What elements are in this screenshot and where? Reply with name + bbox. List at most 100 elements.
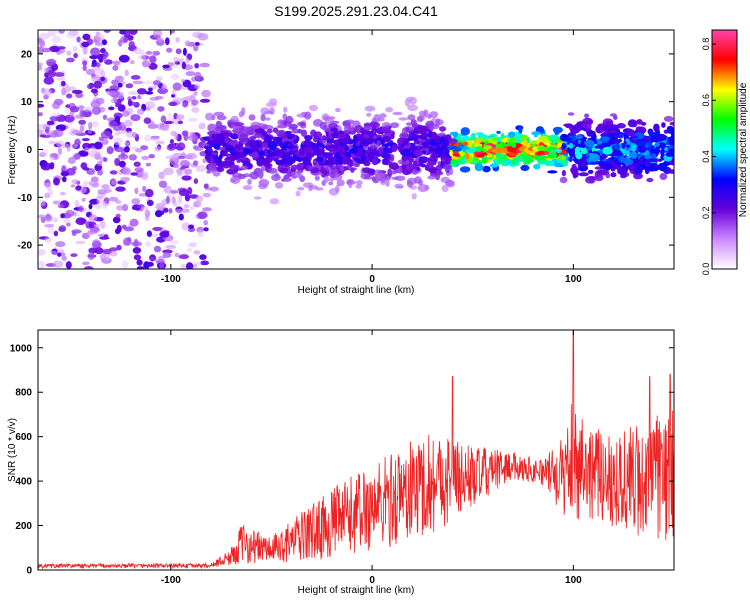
spectrogram-blob — [147, 87, 153, 92]
spectrogram-blob — [660, 148, 665, 157]
spectrogram-blob — [86, 230, 94, 236]
spectrogram-blob — [199, 98, 211, 103]
spectrogram-blob — [102, 51, 109, 58]
spectrogram-blob — [213, 144, 220, 149]
spectrogram-blob — [38, 62, 43, 67]
spectrogram-blob — [651, 152, 657, 159]
spectrogram-blob — [189, 131, 196, 139]
spectrogram-blob — [287, 169, 293, 178]
spectrogram-blob — [177, 120, 184, 125]
spectrogram-blob — [192, 264, 198, 268]
colorbar-tick-label: 0.8 — [701, 38, 711, 51]
spectrogram-blob — [73, 52, 78, 59]
spectrogram-blob — [118, 91, 124, 99]
spectrogram-blob — [382, 136, 392, 141]
spectrogram-blob — [40, 162, 52, 171]
spectrogram-blob — [401, 127, 407, 135]
spectrogram-blob — [71, 89, 83, 94]
colorbar-tick-label: 0.4 — [701, 150, 711, 163]
spectrogram-blob — [407, 104, 418, 112]
spectrogram-blob — [648, 158, 659, 163]
spectrogram-blob — [69, 106, 80, 113]
spectrogram-blob — [585, 176, 594, 184]
spectrogram-blob — [114, 115, 121, 123]
spectrogram-blob — [416, 124, 424, 133]
spectrogram-blob — [659, 173, 668, 180]
spectrogram-blob — [193, 178, 199, 185]
spectrogram-blob — [109, 250, 118, 257]
spectrogram-blob — [74, 138, 81, 147]
spectrogram-blob — [179, 159, 190, 168]
spectrogram-blob — [600, 161, 609, 170]
spectrogram-blob — [103, 197, 110, 205]
spectrogram-blob — [265, 102, 277, 108]
spectrogram-blob — [496, 130, 501, 134]
spectrogram-blob — [102, 56, 108, 62]
spectrogram-blob — [39, 199, 46, 207]
spectrogram-blob — [254, 128, 265, 133]
spectrogram-blob — [90, 47, 101, 56]
spectrogram-blob — [169, 240, 179, 245]
spectrogram-blob — [202, 158, 207, 164]
spectrogram-blob — [82, 33, 91, 41]
spectrogram-blob — [149, 233, 160, 238]
spectrogram-blob — [428, 146, 434, 153]
spectrogram-blob — [97, 169, 103, 176]
spectrogram-blob — [61, 165, 67, 172]
spectrogram-blob — [184, 95, 196, 100]
spectrogram-blob — [312, 148, 319, 156]
spectrogram-blob — [428, 141, 440, 146]
spectrogram-blob — [613, 143, 621, 151]
spectrogram-blob — [267, 140, 277, 150]
spectrogram-blob — [371, 126, 377, 135]
spectrogram-blob — [584, 140, 595, 146]
spectrogram-blob — [651, 148, 661, 154]
spectrogram-blob — [168, 101, 178, 107]
spectrogram-blob — [230, 179, 236, 183]
spectrogram-blob — [178, 213, 184, 221]
spectrogram-blob — [137, 108, 145, 115]
spectrogram-blob — [143, 117, 152, 124]
spectrogram-blob — [38, 103, 45, 108]
spectrogram-blob — [665, 152, 674, 157]
spectrogram-blob — [328, 181, 334, 186]
spectrogram-blob — [211, 134, 217, 140]
spectrogram-blob — [356, 133, 361, 138]
spectrogram-blob — [406, 180, 413, 188]
spectrogram-blob — [145, 91, 154, 95]
spectrogram-blob — [145, 188, 154, 198]
spectrogram-blob — [572, 170, 578, 179]
spectrogram-blob — [237, 174, 246, 180]
spectrogram-blob — [57, 204, 65, 209]
spectrogram-blob — [606, 129, 617, 134]
spectrogram-blob — [94, 203, 102, 209]
spectrogram-blob — [58, 30, 65, 34]
spectrogram-blob — [170, 153, 180, 160]
spectrogram-blob — [328, 123, 338, 129]
spectrogram-blob — [203, 220, 208, 226]
spectrogram-blob — [203, 227, 209, 232]
spectrogram-blob — [323, 175, 330, 183]
spectrogram-blob — [38, 39, 45, 46]
spectrogram-blob — [271, 174, 281, 181]
spectrogram-blob — [144, 101, 156, 109]
spectrogram-blob — [406, 96, 414, 102]
spectrogram-blob — [644, 165, 652, 171]
spectrogram-blob — [121, 260, 129, 269]
spectrogram-blob — [155, 140, 165, 145]
spectrogram-blob — [616, 123, 626, 129]
spectrogram-blob — [46, 58, 57, 66]
spectrogram-blobs — [38, 30, 674, 269]
spectrogram-blob — [600, 136, 610, 142]
spectrogram-blob — [238, 111, 244, 118]
spectrogram-blob — [156, 36, 164, 43]
spectrogram-blob — [94, 247, 104, 255]
spectrogram-blob — [141, 155, 150, 160]
spectrogram-blob — [154, 95, 164, 100]
spectrogram-blob — [131, 198, 141, 205]
spectrogram-blob — [75, 217, 87, 225]
spectrogram-blob — [88, 203, 93, 210]
spectrogram-blob — [125, 83, 134, 89]
spectrogram-blob — [287, 133, 293, 140]
spectrogram-blob — [335, 107, 341, 113]
